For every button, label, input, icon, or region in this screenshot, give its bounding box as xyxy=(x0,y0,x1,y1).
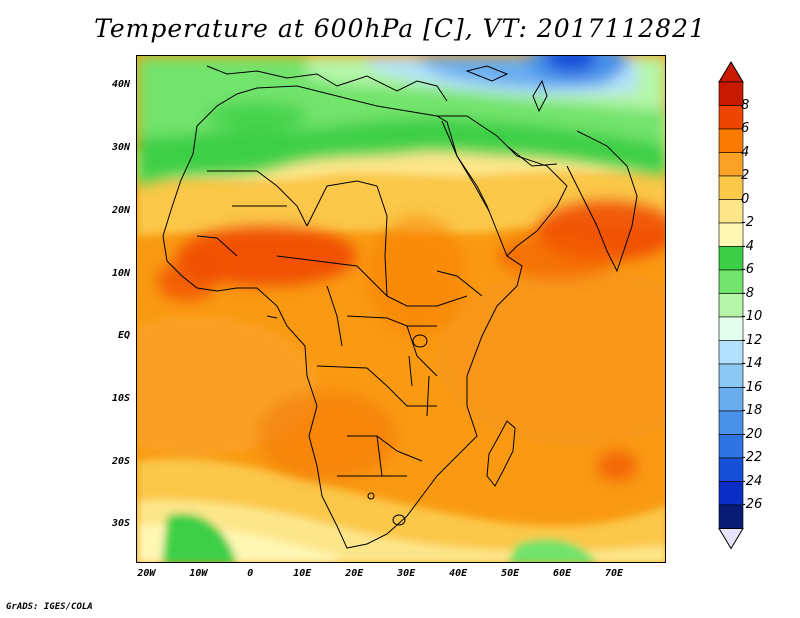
colorbar-label-9: -10 xyxy=(741,309,763,324)
temperature-map xyxy=(137,56,665,562)
colorbar-segment-9 xyxy=(718,293,744,318)
lon-label-9: 70E xyxy=(605,568,624,579)
colorbar-segment-10 xyxy=(718,316,744,341)
lon-label-0: 20W xyxy=(137,568,156,579)
colorbar-segment-2 xyxy=(718,128,744,153)
lat-label-3: 10N xyxy=(111,267,130,279)
lon-label-2: 0 xyxy=(247,568,254,579)
colorbar-segment-12 xyxy=(718,363,744,388)
lon-label-8: 60E xyxy=(553,568,572,579)
colorbar-label-10: -12 xyxy=(741,332,763,348)
lat-label-1: 30N xyxy=(111,142,130,154)
colorbar-segment-13 xyxy=(718,387,744,412)
colorbar-bottom-arrow xyxy=(718,528,744,550)
lat-label-7: 30S xyxy=(111,518,130,530)
colorbar-label-0: 8 xyxy=(741,97,750,113)
colorbar-label-3: 2 xyxy=(741,168,750,183)
colorbar-label-2: 4 xyxy=(741,144,750,160)
colorbar-label-5: -2 xyxy=(741,215,754,230)
colorbar-segment-18 xyxy=(718,504,744,529)
lon-label-3: 10E xyxy=(293,568,312,579)
lat-label-6: 20S xyxy=(111,455,130,467)
colorbar-segment-16 xyxy=(718,457,744,482)
colorbar-label-15: -22 xyxy=(741,450,763,465)
colorbar-label-17: -26 xyxy=(741,497,763,512)
lat-label-4: EQ xyxy=(117,330,130,342)
lon-label-7: 50E xyxy=(501,568,520,579)
colorbar-label-4: 0 xyxy=(741,191,750,207)
colorbar-label-12: -16 xyxy=(741,379,763,395)
credit-text: GrADS: IGES/COLA xyxy=(6,602,93,612)
colorbar-label-1: 6 xyxy=(741,121,750,136)
colorbar-segment-6 xyxy=(718,222,744,247)
lat-label-2: 20N xyxy=(111,204,130,216)
colorbar-label-6: -4 xyxy=(741,238,754,254)
lon-label-6: 40E xyxy=(449,568,468,579)
colorbar-segment-11 xyxy=(718,340,744,365)
colorbar-segment-5 xyxy=(718,199,744,224)
coastlines xyxy=(162,65,638,549)
colorbar-segment-4 xyxy=(718,175,744,200)
chart-title: Temperature at 600hPa [C], VT: 201711282… xyxy=(94,14,706,43)
colorbar xyxy=(718,61,744,550)
lat-label-0: 40N xyxy=(111,79,130,91)
colorbar-top-arrow xyxy=(718,61,744,83)
colorbar-segment-0 xyxy=(718,81,744,106)
colorbar-segment-14 xyxy=(718,410,744,435)
colorbar-label-11: -14 xyxy=(741,356,763,371)
colorbar-segment-1 xyxy=(718,105,744,130)
lat-label-5: 10S xyxy=(111,392,130,404)
map-panel xyxy=(136,55,666,563)
lon-label-4: 20E xyxy=(345,568,364,579)
colorbar-segment-7 xyxy=(718,246,744,271)
colorbar-segment-17 xyxy=(718,481,744,506)
colorbar-segment-8 xyxy=(718,269,744,294)
colorbar-segment-3 xyxy=(718,152,744,177)
colorbar-label-14: -20 xyxy=(741,426,763,442)
lon-label-5: 30E xyxy=(397,568,416,579)
colorbar-label-7: -6 xyxy=(741,262,754,277)
colorbar-segment-15 xyxy=(718,434,744,459)
colorbar-label-13: -18 xyxy=(741,403,763,418)
colorbar-label-8: -8 xyxy=(741,285,754,301)
lon-label-1: 10W xyxy=(189,568,208,579)
colorbar-label-16: -24 xyxy=(741,473,763,489)
